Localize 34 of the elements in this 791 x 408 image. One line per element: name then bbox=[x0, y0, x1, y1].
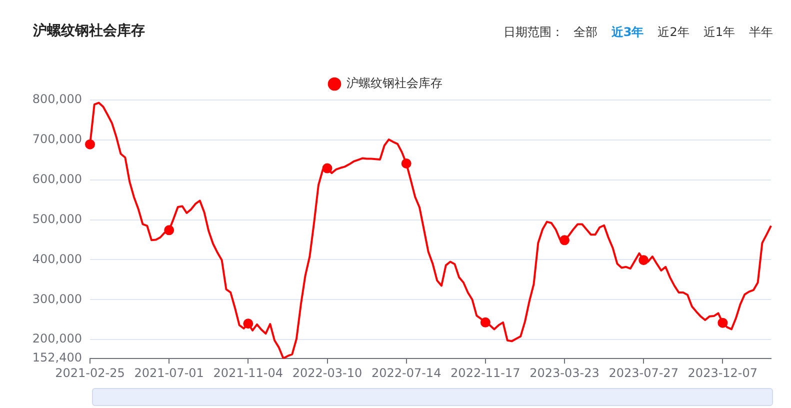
text: 近3年 bbox=[611, 24, 644, 41]
point bbox=[85, 139, 95, 150]
point bbox=[480, 317, 490, 328]
y-tick-label: 300,000 bbox=[32, 292, 82, 306]
point bbox=[560, 235, 570, 246]
chart-title: 沪螺纹钢社会库存 bbox=[33, 22, 145, 40]
x-tick-label: 2022-11-17 bbox=[450, 366, 520, 380]
x-tick-label: 2023-07-27 bbox=[608, 366, 678, 380]
y-tick-label: 700,000 bbox=[32, 132, 82, 146]
y-tick-label: 152,400 bbox=[32, 350, 82, 365]
y-tick-label: 500,000 bbox=[32, 212, 82, 226]
point bbox=[401, 158, 412, 168]
y-tick-label: 600,000 bbox=[32, 172, 82, 186]
point bbox=[322, 163, 332, 174]
y-tick-label: 400,000 bbox=[32, 252, 82, 266]
x-tick-label: 2021-02-25 bbox=[55, 366, 125, 380]
text: 全部 bbox=[573, 24, 598, 41]
x-tick-label: 2022-07-14 bbox=[371, 366, 442, 380]
x-tick-label: 2021-11-04 bbox=[213, 366, 284, 380]
text: 近1年 bbox=[703, 24, 735, 41]
point bbox=[164, 225, 174, 236]
x-tick-label: 2022-03-10 bbox=[292, 366, 362, 380]
legend-label: 沪螺纹钢社会库存 bbox=[346, 76, 442, 90]
text: 近2年 bbox=[658, 24, 690, 41]
text: 半年 bbox=[749, 24, 773, 41]
point bbox=[718, 318, 728, 328]
x-tick-label: 2023-12-07 bbox=[688, 366, 758, 380]
text: 日期范围： bbox=[503, 24, 564, 41]
y-tick-label: 200,000 bbox=[32, 332, 82, 346]
point bbox=[243, 318, 254, 329]
x-tick-label: 2023-03-23 bbox=[530, 366, 600, 380]
x-tick-label: 2021-07-01 bbox=[134, 366, 204, 380]
point bbox=[638, 255, 649, 266]
y-tick-label: 800,000 bbox=[32, 92, 82, 106]
